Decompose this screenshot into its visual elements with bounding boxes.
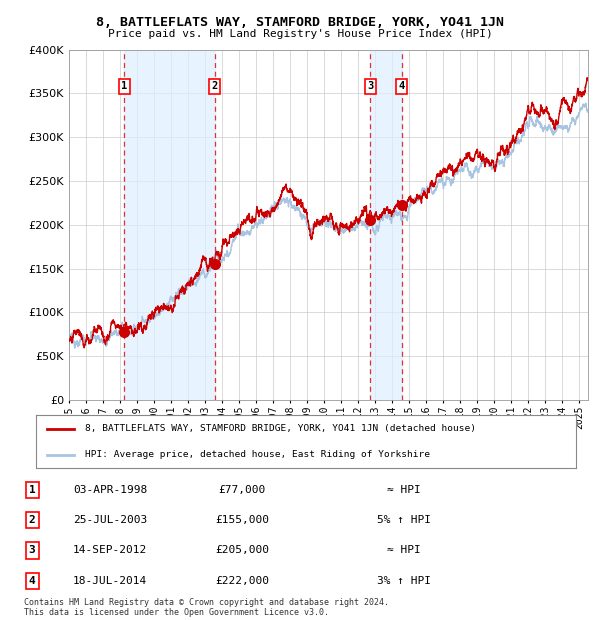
Text: 5% ↑ HPI: 5% ↑ HPI — [377, 515, 431, 525]
Text: 8, BATTLEFLATS WAY, STAMFORD BRIDGE, YORK, YO41 1JN (detached house): 8, BATTLEFLATS WAY, STAMFORD BRIDGE, YOR… — [85, 424, 476, 433]
Text: 4: 4 — [29, 576, 35, 586]
Text: Price paid vs. HM Land Registry's House Price Index (HPI): Price paid vs. HM Land Registry's House … — [107, 29, 493, 39]
Text: 8, BATTLEFLATS WAY, STAMFORD BRIDGE, YORK, YO41 1JN: 8, BATTLEFLATS WAY, STAMFORD BRIDGE, YOR… — [96, 16, 504, 29]
Text: 14-SEP-2012: 14-SEP-2012 — [73, 546, 147, 556]
Bar — [370, 50, 401, 400]
Text: 18-JUL-2014: 18-JUL-2014 — [73, 576, 147, 586]
Text: 1: 1 — [121, 81, 127, 91]
Text: 25-JUL-2003: 25-JUL-2003 — [73, 515, 147, 525]
Text: £205,000: £205,000 — [215, 546, 269, 556]
Text: ≈ HPI: ≈ HPI — [387, 485, 421, 495]
Text: Contains HM Land Registry data © Crown copyright and database right 2024.
This d: Contains HM Land Registry data © Crown c… — [24, 598, 389, 617]
Text: 4: 4 — [398, 81, 404, 91]
Text: 3% ↑ HPI: 3% ↑ HPI — [377, 576, 431, 586]
Text: 3: 3 — [29, 546, 35, 556]
Text: 1: 1 — [29, 485, 35, 495]
Text: 3: 3 — [367, 81, 373, 91]
Text: £222,000: £222,000 — [215, 576, 269, 586]
Bar — [124, 50, 215, 400]
Text: £77,000: £77,000 — [219, 485, 266, 495]
Text: 2: 2 — [212, 81, 218, 91]
Text: £155,000: £155,000 — [215, 515, 269, 525]
Text: ≈ HPI: ≈ HPI — [387, 546, 421, 556]
Text: 2: 2 — [29, 515, 35, 525]
Text: 03-APR-1998: 03-APR-1998 — [73, 485, 147, 495]
Text: HPI: Average price, detached house, East Riding of Yorkshire: HPI: Average price, detached house, East… — [85, 450, 430, 459]
